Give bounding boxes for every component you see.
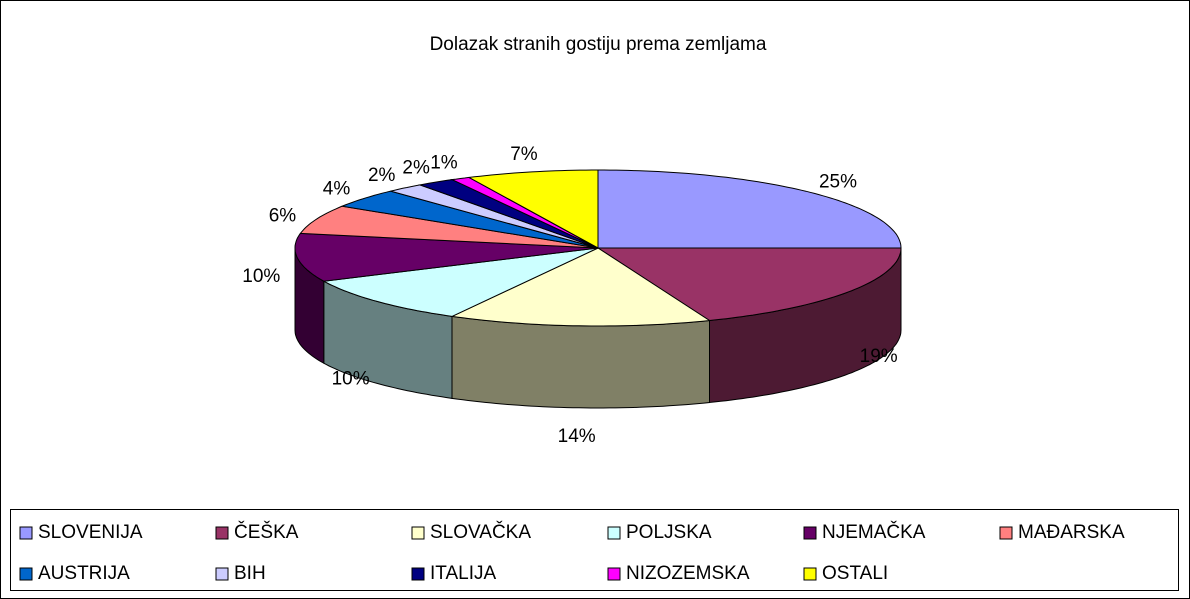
legend-label: OSTALI — [822, 563, 888, 584]
legend-box — [10, 509, 1179, 591]
legend-swatch — [607, 567, 621, 581]
legend-label: AUSTRIJA — [38, 563, 130, 584]
legend-label: SLOVENIJA — [38, 522, 143, 543]
legend-label: NJEMAČKA — [822, 521, 926, 543]
legend-swatch — [999, 526, 1013, 540]
slice — [322, 247, 599, 317]
data-label: 10% — [332, 369, 370, 390]
data-label: 10% — [242, 266, 280, 287]
slice — [340, 190, 599, 249]
data-label: 25% — [819, 171, 857, 192]
legend-swatch — [215, 526, 229, 540]
slice — [294, 232, 599, 282]
legend-swatch — [803, 526, 817, 540]
legend-label: BIH — [234, 563, 266, 584]
data-label: 2% — [368, 165, 396, 186]
legend-swatch — [607, 526, 621, 540]
legend-swatch — [411, 526, 425, 540]
slice — [299, 205, 599, 249]
slice — [596, 247, 902, 322]
legend-swatch — [215, 567, 229, 581]
slice — [467, 169, 599, 249]
legend-swatch — [19, 567, 33, 581]
slice — [417, 179, 599, 249]
legend-label: SLOVAČKA — [430, 521, 531, 543]
legend-label: POLJSKA — [626, 522, 712, 543]
data-label: 14% — [558, 426, 596, 447]
data-label: 19% — [860, 346, 898, 367]
slice — [597, 169, 902, 249]
legend-swatch — [411, 567, 425, 581]
slice — [390, 184, 599, 249]
data-label: 2% — [402, 157, 430, 178]
legend-label: NIZOZEMSKA — [626, 563, 750, 584]
chart-title: Dolazak stranih gostiju prema zemljama — [430, 34, 767, 55]
legend-label: ITALIJA — [430, 563, 496, 584]
legend-label: MAĐARSKA — [1018, 522, 1125, 543]
legend-swatch — [19, 526, 33, 540]
data-label: 1% — [430, 153, 458, 174]
data-label: 4% — [323, 178, 351, 199]
slice-side — [451, 315, 710, 409]
legend-label: ČEŠKA — [234, 521, 299, 543]
data-label: 6% — [269, 206, 297, 227]
legend-swatch — [803, 567, 817, 581]
data-label: 7% — [510, 144, 538, 165]
slice — [450, 247, 711, 327]
